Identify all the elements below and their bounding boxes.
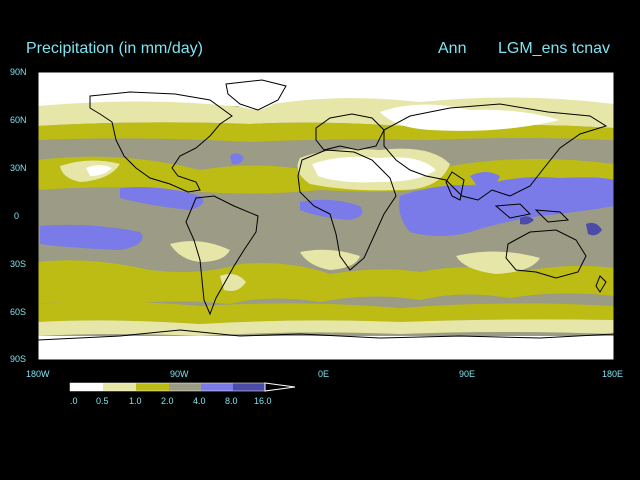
map-field (38, 72, 614, 360)
colorbar-swatch-0 (70, 383, 103, 391)
colorbar-swatch-2 (136, 383, 169, 391)
colorbar-label-5: 8.0 (225, 396, 238, 406)
colorbar-label-0: .0 (70, 396, 78, 406)
map-title: Precipitation (in mm/day) (26, 40, 203, 57)
colorbar-swatch-5 (233, 383, 265, 391)
colorbar-label-6: 16.0 (254, 396, 272, 406)
lon-ticks: 180W 90W 0E 90E 180E (26, 369, 623, 379)
colorbar-label-3: 2.0 (161, 396, 174, 406)
period-label: Ann (438, 40, 467, 57)
lat-tick-0: 0 (14, 211, 19, 221)
lon-tick-180e: 180E (602, 369, 623, 379)
map-frame (37, 71, 615, 361)
coastlines (37, 79, 615, 341)
lat-tick-60n: 60N (10, 115, 27, 125)
lat-tick-30n: 30N (10, 163, 27, 173)
colorbar-label-4: 4.0 (193, 396, 206, 406)
lat-tick-60s: 60S (10, 307, 26, 317)
colorbar-swatch-3 (169, 383, 201, 391)
lat-tick-90n: 90N (10, 67, 27, 77)
colorbar: .0 0.5 1.0 2.0 4.0 8.0 16.0 (69, 382, 296, 406)
lon-tick-90w: 90W (170, 369, 189, 379)
colorbar-label-2: 1.0 (129, 396, 142, 406)
lat-tick-30s: 30S (10, 259, 26, 269)
lat-ticks: 90N 60N 30N 0 30S 60S 90S (10, 67, 27, 364)
colorbar-label-1: 0.5 (96, 396, 109, 406)
model-label: LGM_ens tcnav (498, 40, 611, 57)
lon-tick-180w: 180W (26, 369, 50, 379)
colorbar-arrow (264, 382, 296, 392)
lon-tick-90e: 90E (459, 369, 475, 379)
lon-tick-0e: 0E (318, 369, 329, 379)
lat-tick-90s: 90S (10, 354, 26, 364)
colorbar-swatch-1 (103, 383, 136, 391)
colorbar-swatch-4 (201, 383, 233, 391)
